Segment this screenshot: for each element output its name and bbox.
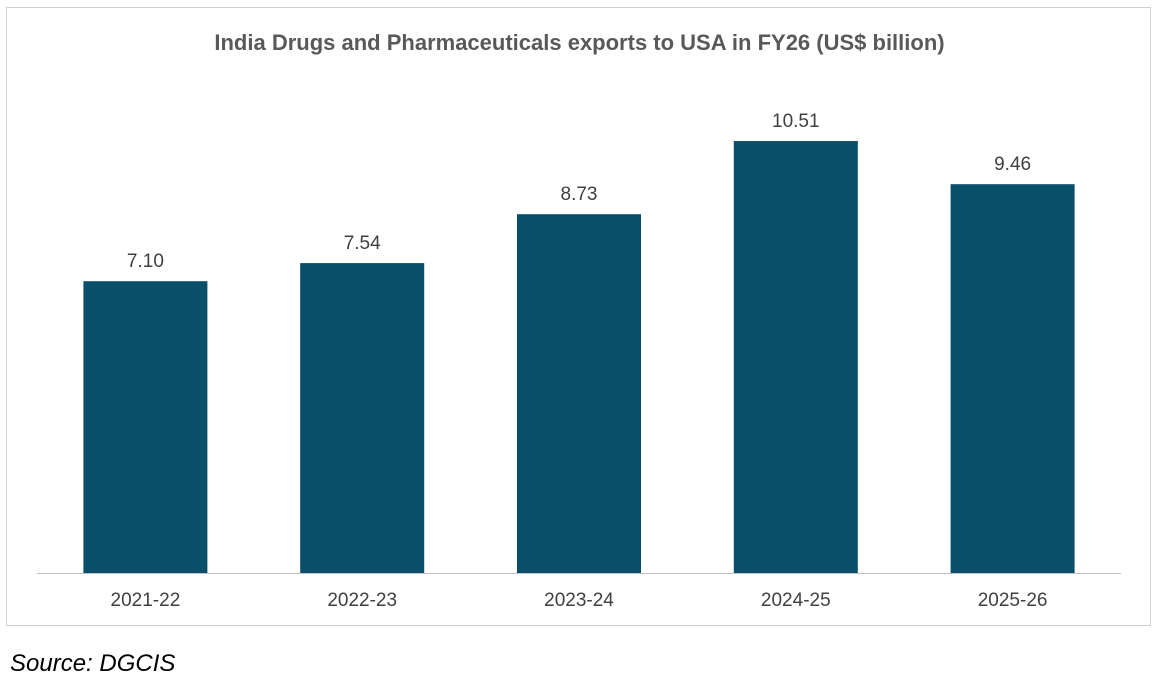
bar-2023-24 <box>517 214 641 573</box>
data-label-2025-26: 9.46 <box>994 154 1031 175</box>
bar-2022-23 <box>300 263 425 573</box>
data-label-2021-22: 7.10 <box>127 251 164 272</box>
bar-2025-26 <box>950 184 1075 573</box>
bar-2024-25 <box>733 141 858 573</box>
x-tick-label-2025-26: 2025-26 <box>978 590 1048 611</box>
data-label-2024-25: 10.51 <box>772 111 820 132</box>
data-label-group: 7.10 7.54 8.73 10.51 9.46 <box>127 111 1031 272</box>
x-tick-label-group: 2021-22 2022-23 2023-24 2024-25 2025-26 <box>111 590 1048 611</box>
chart-title: India Drugs and Pharmaceuticals exports … <box>214 30 945 55</box>
source-note: Source: DGCIS <box>10 650 176 677</box>
data-label-2022-23: 7.54 <box>344 233 381 254</box>
x-tick-label-2023-24: 2023-24 <box>544 590 614 611</box>
x-tick-label-2021-22: 2021-22 <box>111 590 181 611</box>
bar-group <box>83 141 1075 573</box>
x-tick-label-2022-23: 2022-23 <box>327 590 397 611</box>
x-tick-label-2024-25: 2024-25 <box>761 590 831 611</box>
bar-2021-22 <box>83 281 208 573</box>
data-label-2023-24: 8.73 <box>561 184 598 205</box>
